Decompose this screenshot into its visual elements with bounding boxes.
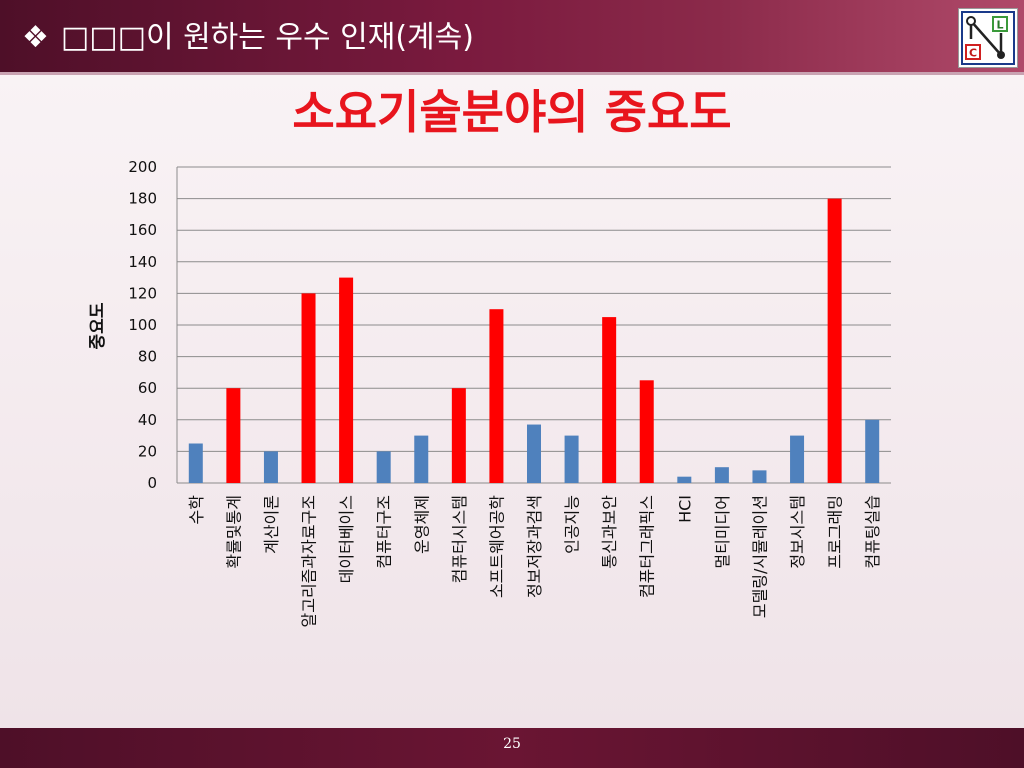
x-tick-label: 데이터베이스 <box>337 495 356 583</box>
diamond-bullet-icon: ❖ <box>22 20 49 55</box>
bar <box>714 467 729 483</box>
y-tick-label: 20 <box>138 442 157 460</box>
bar <box>263 451 278 483</box>
bar <box>639 380 654 483</box>
bar <box>527 424 541 483</box>
x-tick-label: 컴퓨팅실습 <box>863 495 882 569</box>
bar <box>188 443 203 483</box>
bar <box>865 419 880 483</box>
x-tick-label: 프로그래밍 <box>826 495 845 569</box>
bar <box>790 435 805 483</box>
slide-background <box>0 74 1024 728</box>
lab-logo: L C <box>958 8 1018 68</box>
y-tick-label: 0 <box>147 474 157 492</box>
bar <box>564 435 579 483</box>
chart-title: 소요기술분야의 중요도 <box>292 85 732 139</box>
bar-chart: 0 20 40 60 80 100 120 140 160 180 200 수학 확률및통계 계산이론 알고… <box>128 158 891 627</box>
lab-logo-icon: L C <box>961 11 1015 65</box>
x-tick-label: 인공지능 <box>563 495 582 554</box>
y-tick-label: 80 <box>138 348 157 366</box>
bar <box>226 388 241 483</box>
y-tick-label: 180 <box>128 190 157 208</box>
x-tick-label: 확률및통계 <box>224 495 243 569</box>
y-tick-label: 200 <box>128 158 157 176</box>
header-title-text: □□□이 원하는 우수 인재(계속) <box>60 20 474 55</box>
x-tick-label: 통신과보안 <box>600 495 619 569</box>
x-tick-label: 계산이론 <box>262 495 281 554</box>
bar <box>451 388 466 483</box>
x-tick-label: 소프트웨어공학 <box>487 495 506 598</box>
x-tick-label: 모델링/시뮬레이션 <box>750 495 769 618</box>
y-tick-label: 100 <box>128 316 157 334</box>
bar <box>752 470 767 483</box>
x-tick-label: 멀티미디어 <box>713 495 732 569</box>
y-tick-label: 60 <box>138 379 157 397</box>
bar <box>339 277 354 483</box>
bar <box>489 309 504 483</box>
y-tick-label: 140 <box>128 253 157 271</box>
x-tick-label: 수학 <box>187 495 206 525</box>
y-tick-label: 40 <box>138 411 157 429</box>
page-number: 25 <box>503 736 521 752</box>
slide-header-title: ❖ □□□이 원하는 우수 인재(계속) <box>22 18 474 58</box>
bar <box>677 476 692 483</box>
x-tick-label: 정보시스템 <box>788 495 807 569</box>
x-tick-label: 알고리즘과자료구조 <box>300 495 319 627</box>
bar <box>301 293 316 483</box>
x-tick-label: HCI <box>675 495 694 523</box>
x-tick-label: 컴퓨터그래픽스 <box>638 495 657 598</box>
y-tick-label: 160 <box>128 221 157 239</box>
logo-letter-c: C <box>969 47 977 60</box>
logo-letter-l: L <box>996 19 1003 32</box>
x-tick-label: 컴퓨터시스템 <box>450 495 469 583</box>
footer-bar <box>0 728 1024 768</box>
header-divider <box>0 72 1024 75</box>
y-tick-label: 120 <box>128 284 157 302</box>
x-tick-label: 정보저장과검색 <box>525 495 544 598</box>
x-tick-label: 컴퓨터구조 <box>375 495 394 569</box>
header-bar <box>0 0 1024 72</box>
bar <box>376 451 391 483</box>
bar <box>827 198 842 483</box>
x-tick-label: 운영체제 <box>412 495 431 554</box>
bar <box>414 435 429 483</box>
bar <box>602 317 617 483</box>
